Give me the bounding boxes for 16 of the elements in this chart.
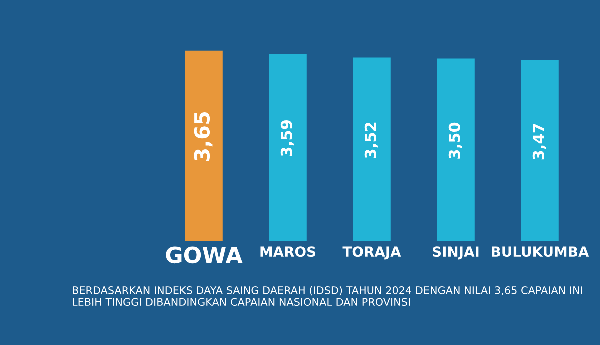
data-label: 3,50 <box>448 122 462 159</box>
data-label: 3,65 <box>194 112 213 161</box>
bar <box>353 58 391 242</box>
data-label: 3,47 <box>532 124 546 160</box>
data-label: 3,59 <box>280 120 294 156</box>
x-tick-label: BULUKUMBA <box>492 246 590 258</box>
x-tick-label: MAROS <box>260 246 316 258</box>
x-tick-label: SINJAI <box>433 246 479 260</box>
x-tick-label: TORAJA <box>342 246 402 260</box>
x-tick-label: GOWA <box>166 246 243 264</box>
bar <box>437 58 475 242</box>
bar <box>269 54 307 242</box>
text: BERDASARKAN INDEKS DAYA SAING DAERAH (IDSD) TAHUN 2024 DENGAN NILAI 3,65 CAPAIAN INI LEBIH TINGGI DIBANDINGKAN CAPAIAN NASIONAL DAN PROVINSI <box>73 286 582 306</box>
bar <box>521 60 559 242</box>
bar <box>185 50 223 242</box>
data-label: 3,52 <box>364 122 378 158</box>
